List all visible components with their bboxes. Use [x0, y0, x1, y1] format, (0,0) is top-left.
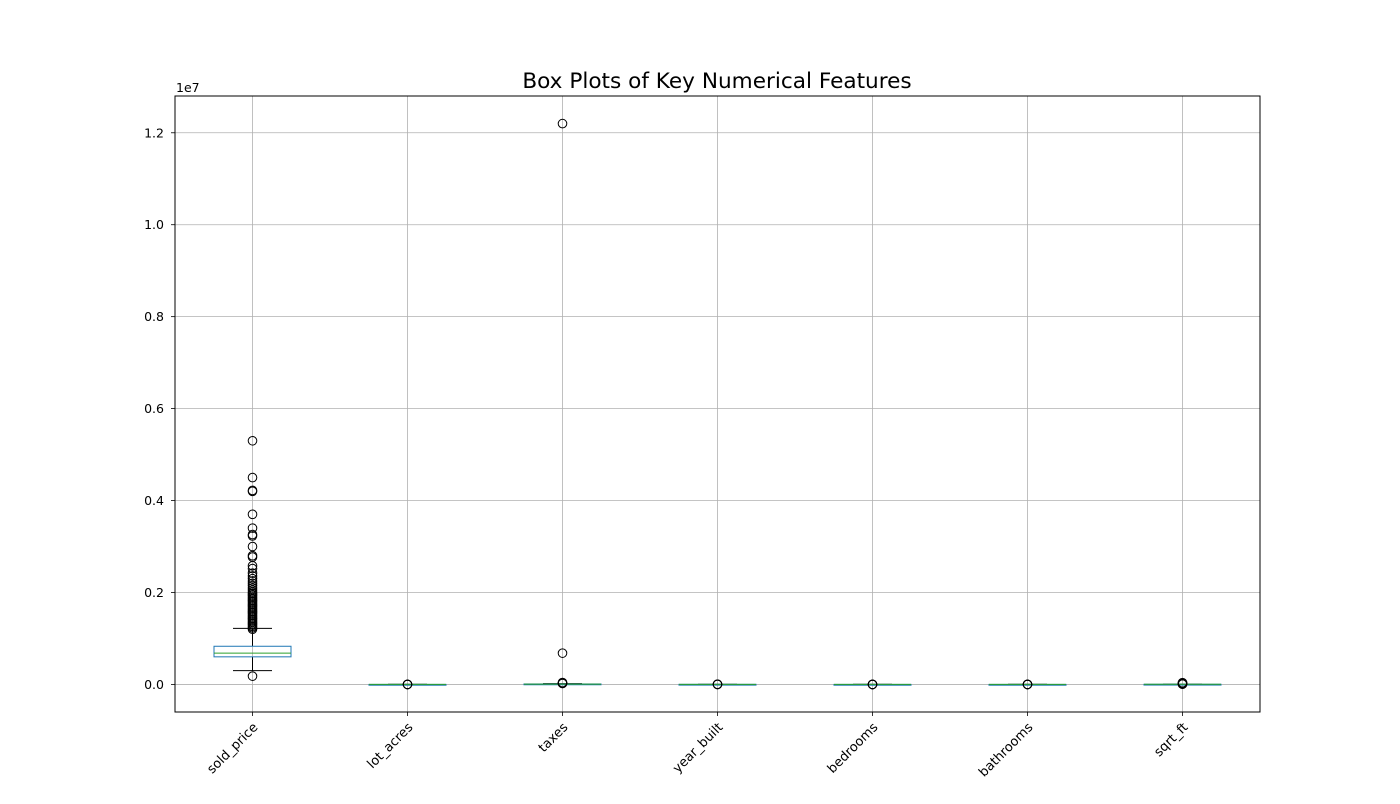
box-sold-price — [213, 435, 292, 681]
y-axis-offset-label: 1e7 — [176, 80, 200, 95]
outlier-point — [867, 679, 878, 690]
outlier-point — [247, 585, 258, 595]
outlier-point — [557, 648, 568, 658]
outlier-point — [247, 472, 258, 483]
box-taxes — [523, 118, 602, 689]
outlier-point — [247, 583, 258, 593]
outlier-point — [247, 568, 258, 578]
outlier-point — [247, 580, 258, 591]
outlier-point — [247, 578, 258, 589]
outlier-point — [402, 679, 413, 690]
box-bedrooms — [833, 679, 912, 690]
outlier-point — [247, 563, 258, 574]
y-tick-label: 0.2 — [144, 585, 164, 600]
box-year-built — [678, 679, 757, 690]
outlier-point — [1177, 677, 1188, 688]
outlier-point — [247, 509, 258, 520]
y-tick-label: 0.6 — [144, 401, 164, 416]
y-tick-label: 0.4 — [144, 493, 164, 508]
x-tick-label: taxes — [536, 720, 572, 756]
outlier-point — [247, 523, 258, 533]
grid-layer — [175, 96, 1260, 712]
x-tick-label: lot_acres — [365, 720, 417, 772]
x-tick-label: sqrt_ft — [1151, 720, 1191, 760]
outlier-point — [247, 550, 258, 561]
y-tick-label: 1.0 — [144, 217, 164, 232]
plot-layer — [213, 118, 1222, 690]
x-tick-label: bedrooms — [825, 720, 882, 777]
y-tick-label: 1.2 — [144, 125, 164, 140]
outlier-point — [247, 541, 258, 552]
y-tick-label: 0.0 — [144, 677, 164, 692]
axis-layer: 0.0 0.2 0.4 0.6 0.8 1.0 1.2 sold_price lot_acres… — [144, 125, 1191, 780]
outlier-point — [247, 573, 258, 584]
x-tick-label: bathrooms — [976, 720, 1036, 780]
box-iqr — [213, 645, 292, 658]
outlier-point — [247, 576, 258, 586]
box-bathrooms — [988, 679, 1067, 690]
box-lot-acres — [368, 679, 447, 690]
y-tick-label: 0.8 — [144, 309, 164, 324]
outlier-point — [247, 485, 258, 496]
outlier-point — [247, 571, 258, 581]
outlier-point — [557, 118, 568, 129]
outlier-point — [247, 671, 258, 681]
x-tick-label: year_built — [670, 720, 726, 776]
outlier-point — [1022, 679, 1033, 690]
box-sqrt-ft — [1143, 677, 1222, 689]
outlier-point — [247, 435, 258, 446]
chart-title: Box Plots of Key Numerical Features — [522, 69, 911, 94]
x-tick-label: sold_price — [204, 720, 261, 777]
outlier-point — [557, 677, 568, 688]
outlier-point — [712, 679, 723, 690]
outlier-point — [247, 529, 258, 540]
